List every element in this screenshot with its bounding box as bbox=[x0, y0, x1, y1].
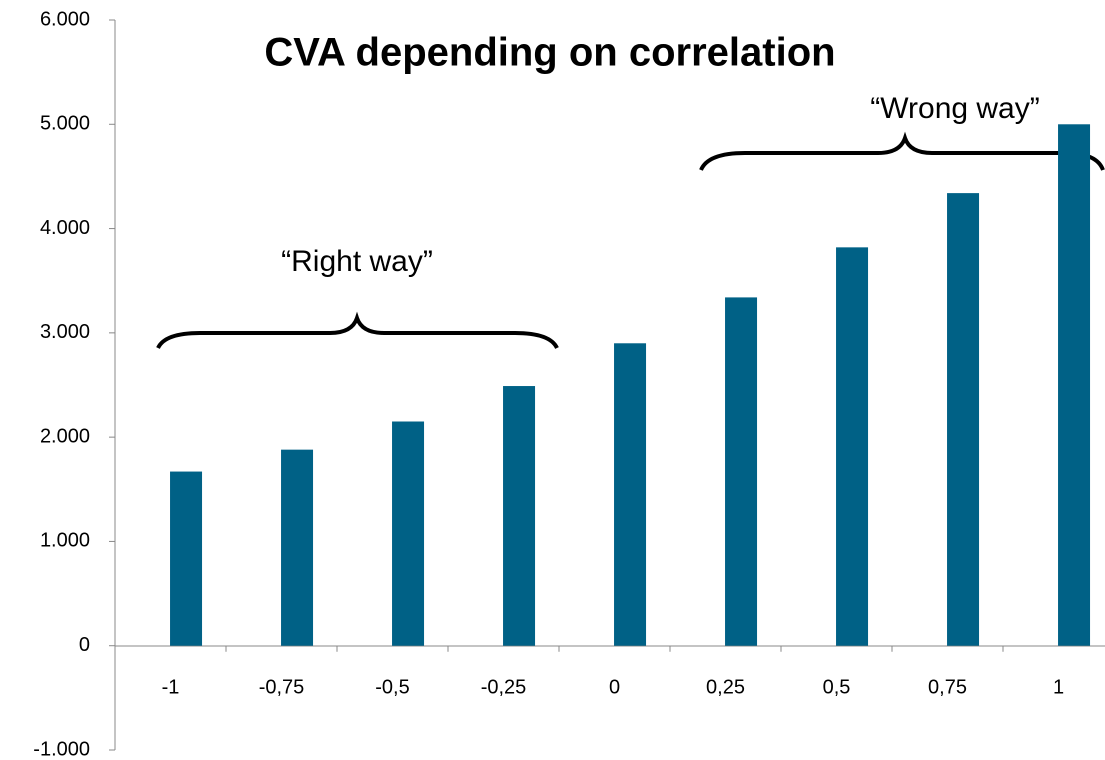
brace bbox=[699, 131, 1105, 171]
y-tick-label: 3.000 bbox=[40, 321, 90, 343]
bar bbox=[392, 421, 425, 646]
y-tick-label: 4.000 bbox=[40, 217, 90, 239]
bar bbox=[836, 247, 869, 646]
x-tick-label: 0,5 bbox=[823, 676, 851, 698]
y-tick-label: 6.000 bbox=[40, 8, 90, 30]
y-tick-label: -1.000 bbox=[33, 738, 90, 760]
bar bbox=[1058, 124, 1091, 646]
y-tick-label: 2.000 bbox=[40, 425, 90, 447]
x-tick-label: 0,75 bbox=[928, 676, 967, 698]
x-tick-label: 0 bbox=[609, 676, 620, 698]
brace bbox=[156, 311, 559, 350]
y-tick-label: 0 bbox=[79, 634, 90, 656]
x-tick-label: -0,25 bbox=[481, 676, 527, 698]
x-tick-label: -0,75 bbox=[259, 676, 305, 698]
bar bbox=[947, 193, 980, 646]
x-tick-label: -1 bbox=[162, 676, 180, 698]
bar bbox=[281, 449, 314, 646]
x-tick-label: -0,5 bbox=[375, 676, 409, 698]
y-tick-label: 1.000 bbox=[40, 530, 90, 552]
bar bbox=[170, 471, 203, 646]
chart-title: CVA depending on correlation bbox=[264, 31, 835, 75]
bar bbox=[725, 297, 758, 646]
bar bbox=[503, 386, 536, 646]
annotation: “Wrong way” bbox=[870, 92, 1039, 125]
x-tick-label: 1 bbox=[1053, 676, 1064, 698]
x-tick-label: 0,25 bbox=[706, 676, 745, 698]
annotation: “Right way” bbox=[281, 245, 433, 278]
y-tick-label: 5.000 bbox=[40, 113, 90, 135]
bar bbox=[614, 343, 647, 646]
